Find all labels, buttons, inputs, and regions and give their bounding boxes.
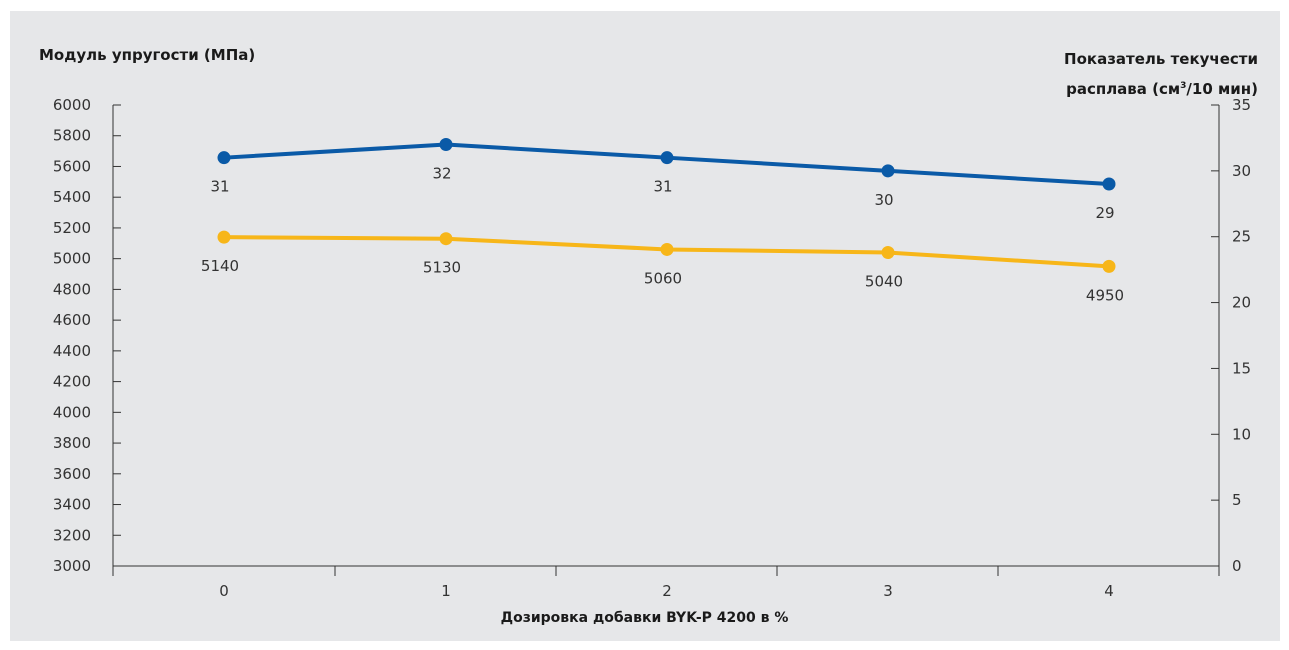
data-point [660, 151, 674, 165]
data-point [217, 230, 231, 244]
data-label: 31 [210, 178, 229, 196]
right-tick-label: 25 [1232, 228, 1251, 246]
data-point [1102, 177, 1116, 191]
right-tick-label: 35 [1232, 96, 1251, 114]
left-tick-label: 4400 [53, 342, 91, 360]
right-axis-title-line1: Показатель текучести [1064, 50, 1258, 68]
data-label: 29 [1095, 204, 1114, 222]
data-point [439, 232, 453, 246]
data-point [1102, 259, 1116, 273]
right-tick-label: 5 [1232, 491, 1242, 509]
left-tick-label: 4000 [53, 403, 91, 421]
left-tick-label: 4800 [53, 280, 91, 298]
x-tick-label: 2 [662, 582, 672, 600]
left-tick-label: 5000 [53, 250, 91, 268]
right-axis-title-line2-pre: расплава (см [1066, 80, 1181, 98]
left-tick-label: 3200 [53, 526, 91, 544]
left-tick-label: 4200 [53, 373, 91, 391]
left-tick-label: 5200 [53, 219, 91, 237]
x-tick-label: 3 [883, 582, 893, 600]
data-label: 5140 [201, 257, 239, 275]
data-point [881, 246, 895, 260]
data-point [660, 242, 674, 256]
data-label: 5040 [865, 273, 903, 291]
x-tick-label: 1 [441, 582, 451, 600]
x-tick-label: 0 [219, 582, 229, 600]
left-tick-label: 5400 [53, 188, 91, 206]
left-tick-label: 3800 [53, 434, 91, 452]
right-tick-label: 20 [1232, 294, 1251, 312]
right-axis-title-line2-post: /10 мин) [1186, 80, 1258, 98]
left-tick-label: 4600 [53, 311, 91, 329]
left-axis-title: Модуль упругости (МПа) [39, 46, 256, 64]
x-axis-title: Дозировка добавки BYK-P 4200 в % [500, 610, 789, 626]
data-label: 31 [653, 178, 672, 196]
data-point [217, 151, 231, 165]
left-tick-label: 3600 [53, 465, 91, 483]
data-label: 4950 [1086, 286, 1124, 304]
right-tick-label: 10 [1232, 425, 1251, 443]
right-axis-title-line2: расплава (см3/10 мин) [1064, 74, 1258, 104]
data-label: 5060 [644, 269, 682, 287]
chart-panel [10, 11, 1280, 641]
x-tick-label: 4 [1104, 582, 1114, 600]
right-axis-title-sup: 3 [1180, 81, 1187, 91]
right-tick-label: 15 [1232, 359, 1251, 377]
left-tick-label: 3000 [53, 557, 91, 575]
data-point [881, 164, 895, 178]
left-tick-label: 6000 [53, 96, 91, 114]
left-tick-label: 5600 [53, 157, 91, 175]
data-label: 30 [874, 191, 893, 209]
left-tick-label: 5800 [53, 127, 91, 145]
data-point [439, 138, 453, 152]
left-tick-label: 3400 [53, 496, 91, 514]
right-tick-label: 30 [1232, 162, 1251, 180]
right-axis-title: Показатель текучести расплава (см3/10 ми… [1064, 44, 1258, 104]
data-label: 32 [432, 165, 451, 183]
data-label: 5130 [423, 259, 461, 277]
right-tick-label: 0 [1232, 557, 1242, 575]
